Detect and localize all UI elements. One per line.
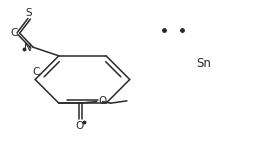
Text: Sn: Sn bbox=[197, 57, 212, 70]
Text: C: C bbox=[33, 67, 40, 77]
Text: C: C bbox=[10, 28, 17, 38]
Text: O: O bbox=[75, 121, 83, 131]
Text: S: S bbox=[26, 8, 32, 18]
Text: N: N bbox=[24, 43, 32, 53]
Text: O: O bbox=[98, 96, 106, 106]
